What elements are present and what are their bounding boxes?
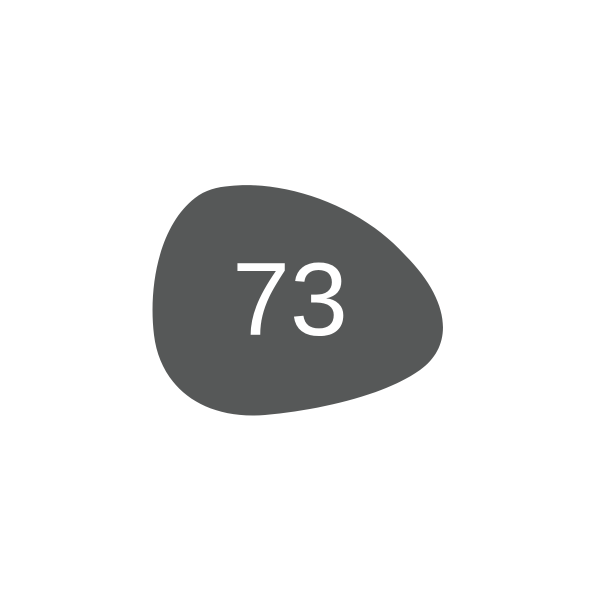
pebble-shape xyxy=(152,185,443,416)
badge-number: 73 xyxy=(232,242,348,358)
